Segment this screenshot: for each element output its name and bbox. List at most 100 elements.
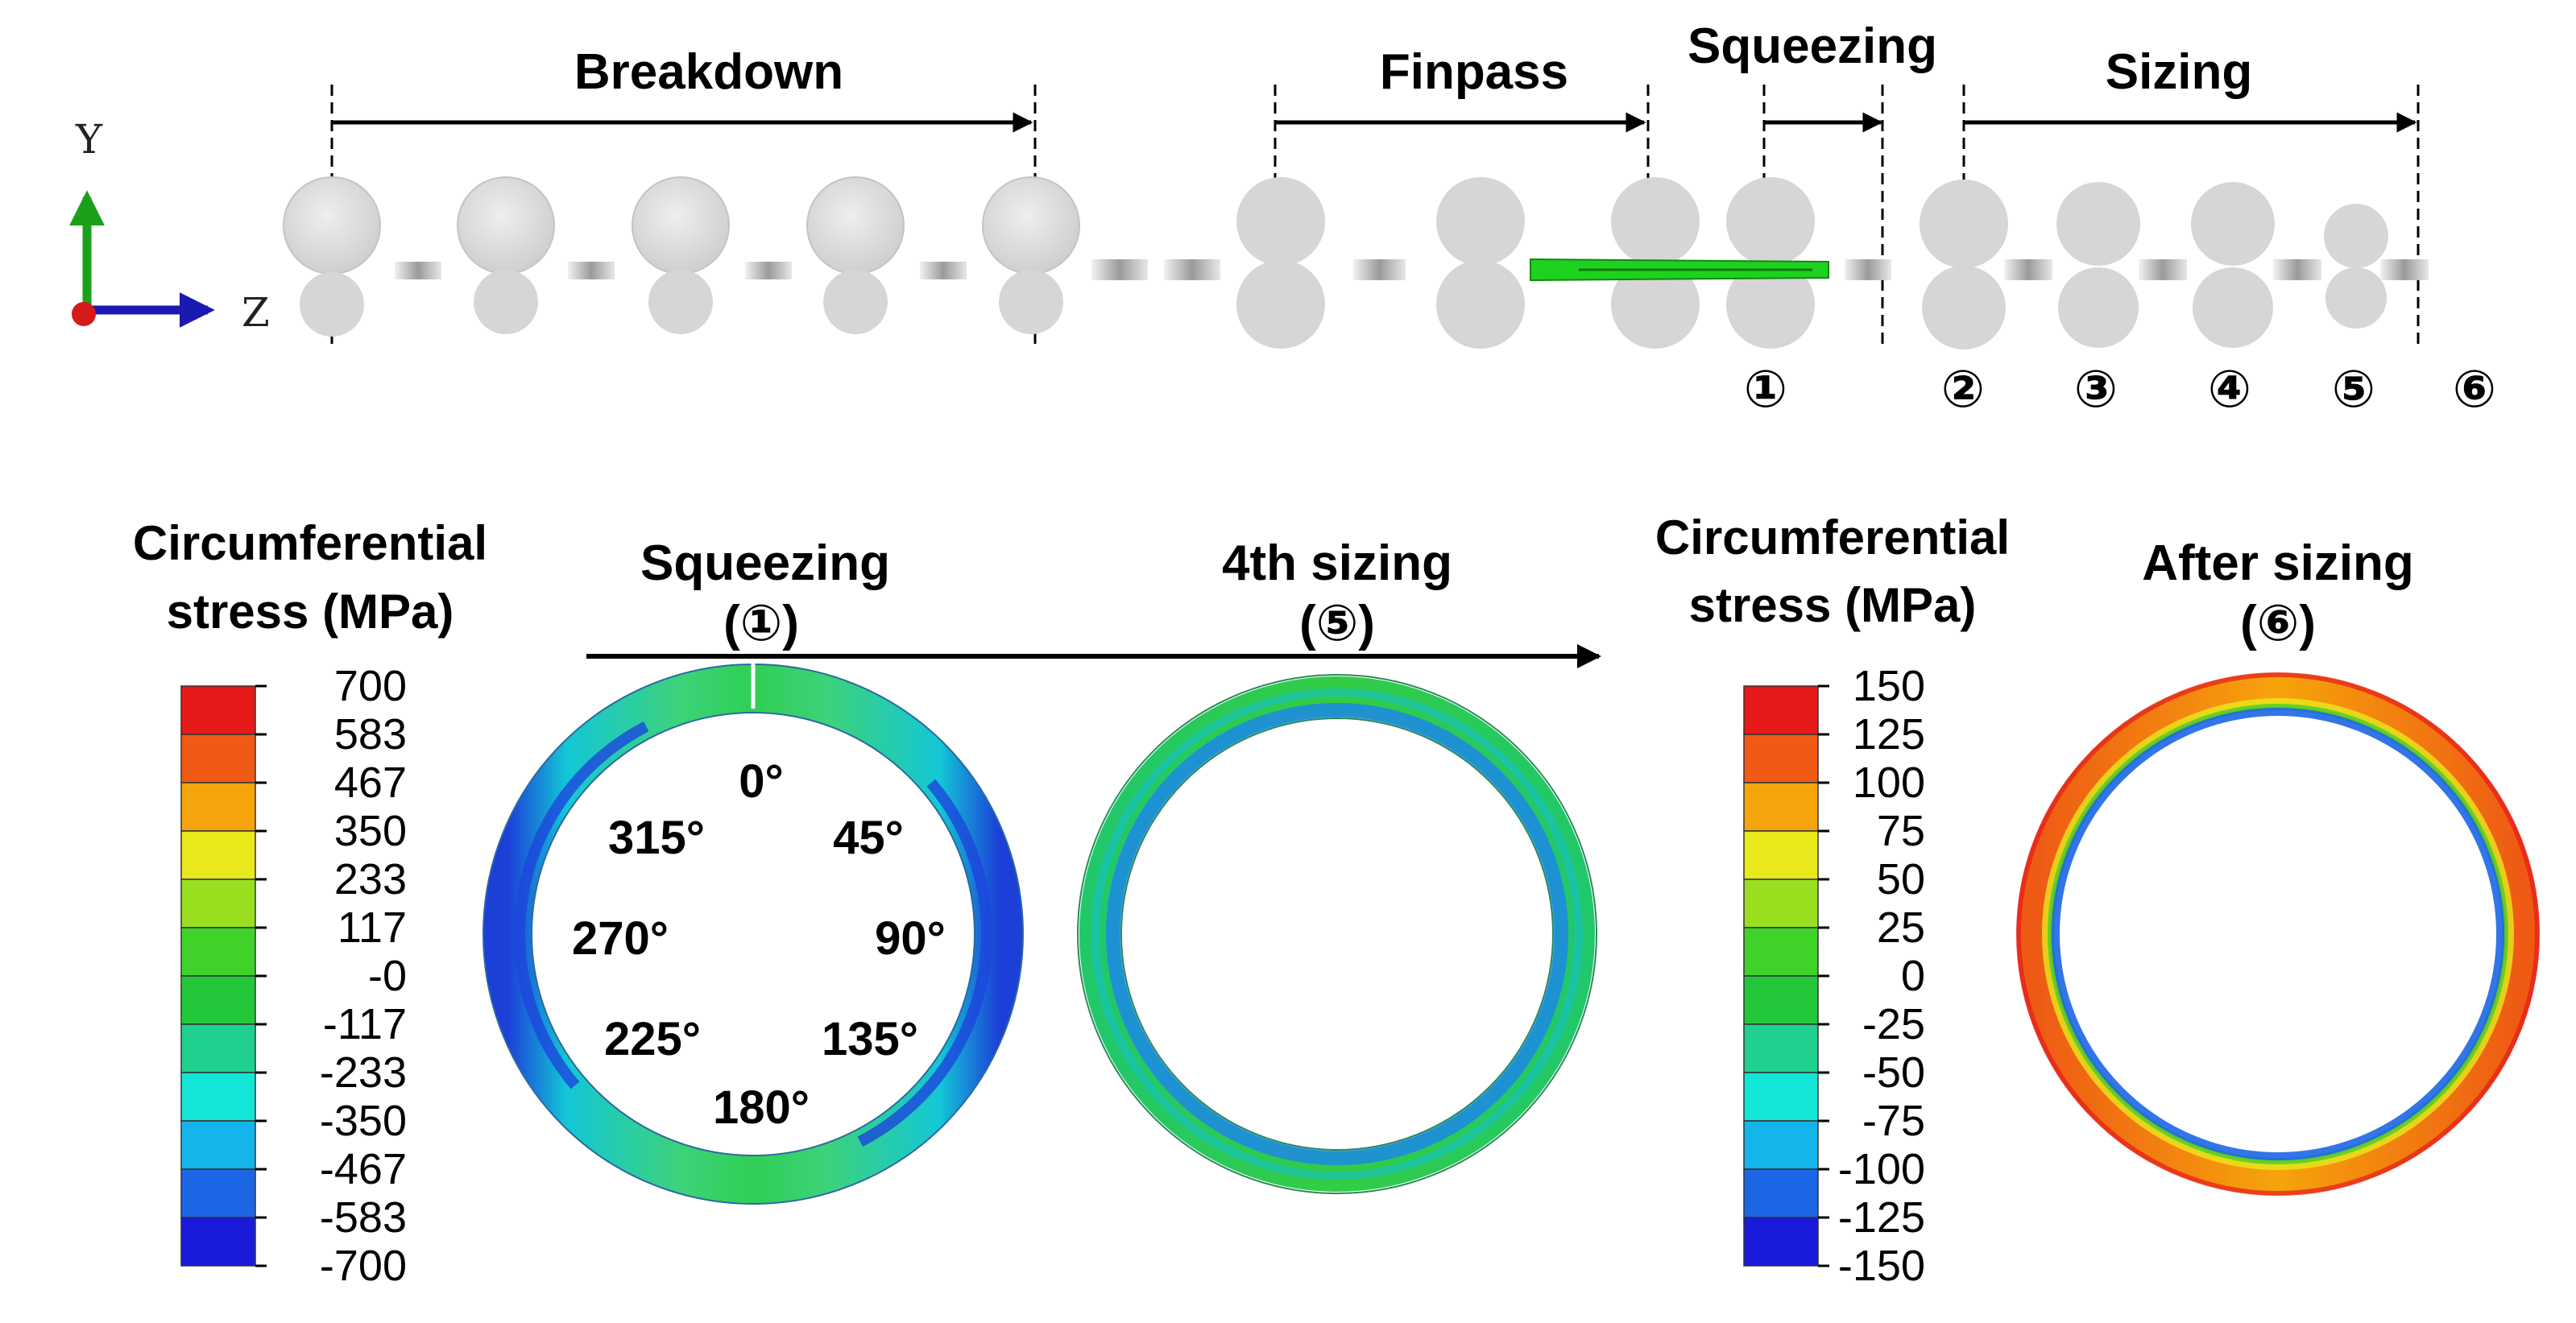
legend-swatch [180,685,256,735]
section-title-after-sizing: After sizing [2142,535,2414,591]
strip-sections [395,258,2429,282]
position-marker-1: ① [1744,360,1787,418]
legend-tick-label: -100 [1838,1145,1925,1193]
legend-swatch [180,782,256,832]
section-title-squeezing: Squeezing [640,535,890,591]
legend-tick-label: -117 [323,1000,407,1048]
section-sub-4th-sizing: (⑤) [1299,596,1375,651]
legend-tick-label: 700 [334,662,407,710]
legend-swatch [1743,734,1819,783]
angle-0: 0° [739,755,783,808]
legend-right-title-line2: stress (MPa) [1689,578,1977,632]
legend-tick-label: -700 [320,1242,407,1290]
legend-swatch [1743,1217,1819,1267]
section-title-4th-sizing: 4th sizing [1222,535,1452,591]
legend-swatch [180,1168,256,1218]
legend-tick-label: -150 [1838,1242,1925,1290]
legend-tick-label: -0 [368,952,407,1000]
roll-stand [2324,204,2388,329]
legend-tick-label: 100 [1853,759,1925,807]
legend-tick-label: 150 [1853,662,1925,710]
roll-stand [1236,177,1325,349]
legend-tick-label: -350 [320,1097,407,1145]
roll-stand [1611,177,1700,349]
angle-labels: 0° 45° 90° 135° 180° 225° 270° 315° [572,755,946,1134]
position-marker-4: ④ [2208,360,2251,418]
position-marker-3: ③ [2074,360,2118,418]
legend-swatch [1743,927,1819,977]
legend-right: Circumferential stress (MPa) 15012510075… [1655,511,2010,1290]
roll-stand [982,176,1080,334]
legend-tick-label: -583 [320,1193,407,1242]
legend-swatch [1743,975,1819,1025]
position-markers: ① ② ③ ④ ⑤ ⑥ [1744,360,2496,418]
axis-label-y: Y [75,116,103,163]
roll-stand [1726,177,1815,349]
legend-swatch [1743,685,1819,735]
legend-tick-label: 117 [338,903,407,952]
angle-135: 135° [822,1013,918,1065]
legend-swatch [1743,1023,1819,1073]
legend-swatch [1743,1120,1819,1170]
axis-triad: Y Z [69,116,270,336]
ring-after-sizing [2016,672,2540,1196]
legend-swatch [180,1072,256,1122]
legend-swatch [180,927,256,977]
ring-4th-sizing [1077,674,1597,1194]
angle-90: 90° [875,912,946,965]
legend-tick-label: 125 [1853,710,1925,759]
rolls [283,176,2388,349]
legend-swatch [1743,879,1819,928]
position-marker-6: ⑥ [2453,360,2496,418]
roll-stand [1920,180,2008,349]
legend-swatch [1743,830,1819,880]
ring-squeezing [482,660,1024,1205]
legend-left-ticks: 700583467350233117-0-117-233-350-467-583… [255,662,407,1290]
legend-tick-label: 75 [1877,807,1925,855]
legend-left: Circumferential stress (MPa) 70058346735… [133,516,487,1290]
legend-tick-label: 25 [1877,903,1925,952]
legend-left-title-line1: Circumferential [133,516,487,570]
legend-tick-label: -75 [1862,1097,1925,1145]
roll-stand [2191,182,2275,348]
legend-right-title-line1: Circumferential [1655,511,2010,564]
angle-315: 315° [608,812,705,864]
legend-tick-label: 583 [334,710,407,759]
axis-label-z: Z [242,289,270,336]
roll-stand [1436,177,1525,349]
position-marker-2: ② [1941,360,1985,418]
stage-label-squeezing: Squeezing [1688,19,1937,74]
legend-tick-label: -467 [320,1145,407,1193]
legend-right-colorbar [1743,685,1819,1267]
roll-stand [283,176,381,337]
angle-270: 270° [572,912,669,965]
legend-left-title-line2: stress (MPa) [167,585,454,639]
legend-tick-label: 233 [334,855,407,903]
legend-tick-label: -233 [320,1048,407,1097]
angle-180: 180° [713,1081,810,1134]
legend-swatch [180,975,256,1025]
stage-label-breakdown: Breakdown [574,44,843,100]
legend-tick-label: -125 [1838,1193,1925,1242]
angle-225: 225° [604,1013,701,1065]
legend-swatch [180,879,256,928]
legend-tick-label: 467 [334,759,407,807]
legend-tick-label: 50 [1877,855,1925,903]
position-marker-5: ⑤ [2332,360,2375,418]
angle-45: 45° [833,812,904,864]
legend-swatch [1743,1168,1819,1218]
section-sub-squeezing: (①) [723,596,799,651]
legend-swatch [180,1120,256,1170]
legend-swatch [180,1023,256,1073]
legend-swatch [180,830,256,880]
legend-left-colorbar [180,685,256,1267]
stage-label-finpass: Finpass [1380,44,1568,100]
legend-tick-label: 350 [334,807,407,855]
legend-tick-label: -25 [1862,1000,1925,1048]
legend-swatch [1743,782,1819,832]
section-sub-after-sizing: (⑥) [2240,596,2316,651]
legend-swatch [1743,1072,1819,1122]
legend-tick-label: -50 [1862,1048,1925,1097]
